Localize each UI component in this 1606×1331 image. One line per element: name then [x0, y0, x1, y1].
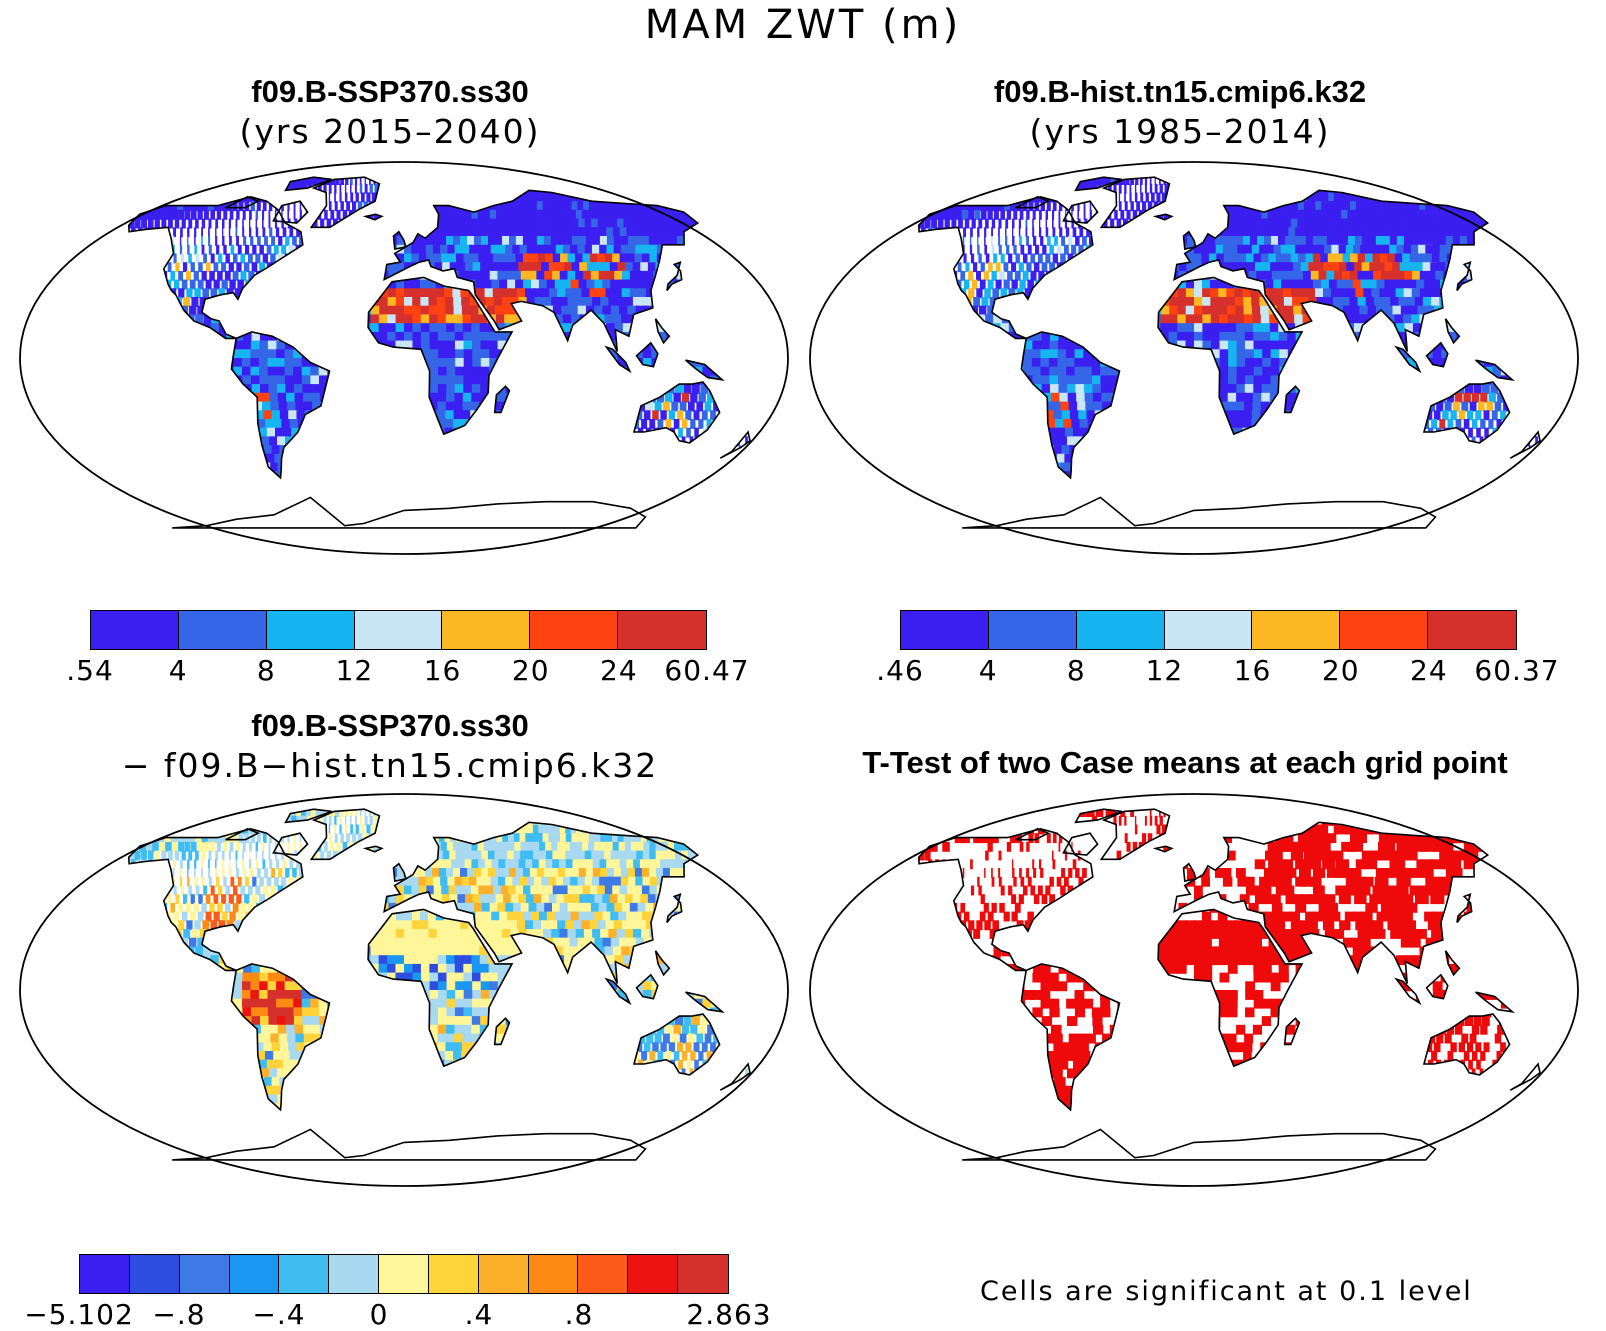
panel-2-title: f09.B-hist.tn15.cmip6.k32 [880, 74, 1480, 110]
map-panel-difference [16, 790, 792, 1198]
colorbar-segment [180, 1255, 230, 1293]
colorbar-segment [279, 1255, 329, 1293]
colorbar-tick-label: 8 [257, 654, 276, 687]
panel-2-subtitle: (yrs 1985–2014) [880, 112, 1480, 151]
colorbar-segment [901, 611, 989, 649]
colorbar-segment [618, 611, 706, 649]
colorbar-tick-label: −5.102 [24, 1298, 134, 1331]
colorbar-segment [1165, 611, 1253, 649]
panel-3-title: f09.B-SSP370.ss30 [90, 708, 690, 744]
colorbar-difference [79, 1254, 729, 1294]
colorbar-tick-label: .46 [876, 654, 924, 687]
colorbar-segment [91, 611, 179, 649]
colorbar-segment [442, 611, 530, 649]
colorbar-ssp370 [90, 610, 707, 650]
colorbar-segment [628, 1255, 678, 1293]
colorbar-segment [379, 1255, 429, 1293]
panel-3-subtitle: − f09.B−hist.tn15.cmip6.k32 [40, 746, 740, 785]
colorbar-segment [1252, 611, 1340, 649]
colorbar-segment [479, 1255, 529, 1293]
colorbar-hist [900, 610, 1517, 650]
colorbar-segment [1340, 611, 1428, 649]
colorbar-tick-label: 24 [1410, 654, 1448, 687]
colorbar-tick-label: 4 [169, 654, 188, 687]
colorbar-segment [230, 1255, 280, 1293]
colorbar-segment [179, 611, 267, 649]
colorbar-tick-label: .54 [66, 654, 114, 687]
colorbar-tick-label: −.8 [152, 1298, 205, 1331]
colorbar-segment [989, 611, 1077, 649]
colorbar-segment [530, 611, 618, 649]
colorbar-tick-label: 4 [979, 654, 998, 687]
significance-note: Cells are significant at 0.1 level [980, 1276, 1473, 1307]
figure-title: MAM ZWT (m) [0, 2, 1606, 48]
colorbar-segment [1077, 611, 1165, 649]
colorbar-tick-label: 16 [1234, 654, 1272, 687]
colorbar-tick-label: 60.37 [1474, 654, 1559, 687]
colorbar-tick-label: 24 [600, 654, 638, 687]
map-panel-hist [806, 158, 1582, 566]
colorbar-segment [267, 611, 355, 649]
panel-1-title: f09.B-SSP370.ss30 [90, 74, 690, 110]
colorbar-tick-label: 2.863 [686, 1298, 771, 1331]
colorbar-tick-label: .8 [565, 1298, 594, 1331]
colorbar-tick-label: 20 [512, 654, 550, 687]
colorbar-segment [578, 1255, 628, 1293]
colorbar-segment [529, 1255, 579, 1293]
colorbar-tick-label: 60.47 [664, 654, 749, 687]
colorbar-segment [678, 1255, 728, 1293]
panel-4-title: T-Test of two Case means at each grid po… [800, 745, 1570, 781]
map-panel-ttest [806, 790, 1582, 1198]
colorbar-tick-label: .4 [465, 1298, 494, 1331]
colorbar-tick-label: 8 [1067, 654, 1086, 687]
colorbar-tick-label: 0 [370, 1298, 389, 1331]
colorbar-tick-label: 16 [424, 654, 462, 687]
colorbar-tick-label: 20 [1322, 654, 1360, 687]
colorbar-segment [329, 1255, 379, 1293]
colorbar-tick-label: 12 [336, 654, 374, 687]
map-panel-ssp370 [16, 158, 792, 566]
colorbar-segment [80, 1255, 130, 1293]
panel-1-subtitle: (yrs 2015–2040) [90, 112, 690, 151]
colorbar-segment [130, 1255, 180, 1293]
colorbar-segment [355, 611, 443, 649]
colorbar-segment [429, 1255, 479, 1293]
colorbar-segment [1428, 611, 1516, 649]
colorbar-tick-label: −.4 [252, 1298, 305, 1331]
colorbar-tick-label: 12 [1146, 654, 1184, 687]
